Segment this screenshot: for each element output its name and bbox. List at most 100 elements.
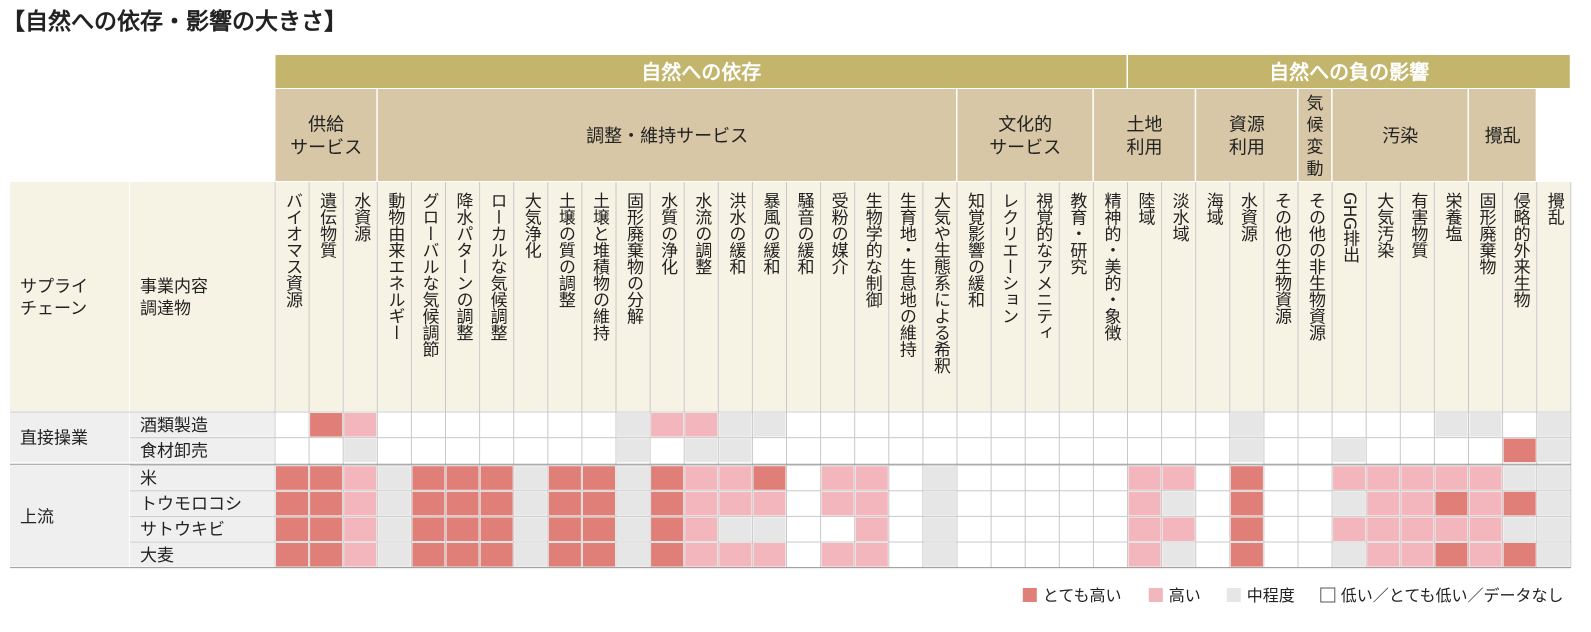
heatmap-cell	[719, 543, 752, 567]
column-header-cell	[650, 182, 684, 411]
heatmap-cell	[685, 491, 718, 516]
heatmap-cell	[1503, 466, 1536, 490]
heatmap-cell	[344, 543, 377, 567]
column-header-label: 水流の調整	[691, 192, 712, 275]
heatmap-cell	[685, 438, 718, 463]
heatmap-cell	[1230, 438, 1263, 463]
heatmap-cell	[992, 413, 1025, 437]
column-header-cell	[991, 182, 1025, 411]
heatmap-cell	[1230, 491, 1263, 516]
column-header-label: 洪水の緩和	[725, 192, 746, 275]
column-header-label: 淡水域	[1169, 192, 1190, 242]
subgroup-header-5	[1196, 89, 1297, 181]
heatmap-cell	[1469, 413, 1502, 437]
legend-label: とても高い	[1043, 586, 1122, 605]
heatmap-cell	[1435, 413, 1468, 437]
heatmap-cell	[1299, 438, 1332, 463]
heatmap-cell	[548, 543, 581, 567]
column-header-cell	[1366, 182, 1400, 411]
heatmap-cell	[344, 413, 377, 437]
subgroup-header-label: 攪乱	[1485, 126, 1521, 147]
heatmap-cell	[651, 517, 684, 541]
column-header-cell	[1503, 182, 1537, 411]
row-label-cell	[130, 490, 274, 516]
heatmap-cell	[1026, 543, 1059, 567]
column-header-label: 受粉の媒介	[828, 192, 849, 275]
column-header-label: 水質の浄化	[657, 192, 678, 275]
row-group-label: 直接操業	[20, 429, 88, 449]
column-header-cell	[923, 182, 957, 411]
heatmap-cell	[1060, 438, 1093, 463]
heatmap-cell	[378, 491, 411, 516]
column-header-cell	[1434, 182, 1468, 411]
group-header-label: 自然への依存	[641, 60, 761, 84]
heatmap-cell	[480, 413, 513, 437]
heatmap-cell	[582, 491, 615, 516]
heatmap-cell	[1503, 543, 1536, 567]
column-header-cell	[957, 182, 991, 411]
heatmap-cell	[821, 466, 854, 490]
heatmap-cell	[1401, 491, 1434, 516]
heatmap-cell	[480, 438, 513, 463]
heatmap-cell	[412, 491, 445, 516]
heatmap-cell	[923, 413, 956, 437]
column-header-label: 教育・研究	[1066, 192, 1087, 275]
heatmap-cell	[787, 413, 820, 437]
heatmap-cell	[1230, 466, 1263, 490]
heatmap-cell	[719, 517, 752, 541]
heatmap-cell	[855, 517, 888, 541]
row-label-cell	[130, 412, 274, 437]
column-header-cell	[480, 182, 514, 411]
heatmap-cell	[753, 413, 786, 437]
heatmap-cell	[787, 438, 820, 463]
column-header-label: 大気浄化	[521, 192, 542, 259]
column-header-label: 大気や生態系による希釈	[930, 192, 951, 374]
subgroup-header-2	[377, 89, 956, 181]
heatmap-cell	[1094, 413, 1127, 437]
column-header-label: 精神的・美的・象徴	[1100, 192, 1121, 341]
heatmap-cell	[310, 517, 343, 541]
heatmap-cell	[1435, 543, 1468, 567]
column-header-label: 水資源	[350, 192, 371, 243]
heatmap-cell	[1401, 438, 1434, 463]
column-header-label: レクリエーション	[998, 192, 1018, 324]
subgroup-header-3	[957, 89, 1093, 181]
heatmap-cell	[1367, 466, 1400, 490]
heatmap-cell	[344, 517, 377, 541]
column-header-cell	[616, 182, 650, 411]
heatmap-cell	[855, 438, 888, 463]
heatmap-cell	[1401, 413, 1434, 437]
heatmap-cell	[1060, 466, 1093, 490]
heatmap-cell	[480, 543, 513, 567]
heatmap-cell	[1094, 517, 1127, 541]
legend-swatch	[1226, 588, 1241, 602]
column-header-label: 固形廃棄物	[1476, 192, 1497, 275]
heatmap-cell	[1060, 491, 1093, 516]
heatmap-cell	[582, 517, 615, 541]
heatmap-cell	[1060, 543, 1093, 567]
heatmap-cell	[617, 438, 650, 463]
legend-swatch	[1320, 587, 1336, 603]
heatmap-cell	[276, 438, 309, 463]
row-label: 酒類製造	[140, 416, 208, 436]
heatmap-cell	[855, 543, 888, 567]
legend-label: 低い／とても低い／データなし	[1341, 586, 1564, 605]
heatmap-cell	[310, 438, 343, 463]
heatmap-cell	[1162, 466, 1195, 490]
column-header-cell	[1025, 182, 1059, 411]
heatmap-cell	[923, 438, 956, 463]
heatmap-cell	[855, 466, 888, 490]
heatmap-cell	[446, 491, 479, 516]
heatmap-cell	[753, 491, 786, 516]
row-group-cell	[10, 465, 129, 567]
heatmap-cell	[1128, 413, 1161, 437]
subgroup-header-1	[275, 89, 377, 181]
heatmap-cell	[514, 466, 547, 490]
column-header-cell	[1469, 182, 1503, 411]
column-header-cell	[1537, 182, 1571, 411]
column-header-label: GHG排出	[1339, 192, 1360, 263]
heatmap-cell	[1333, 413, 1366, 437]
row-label: 米	[140, 469, 157, 489]
heatmap-cell	[958, 466, 991, 490]
